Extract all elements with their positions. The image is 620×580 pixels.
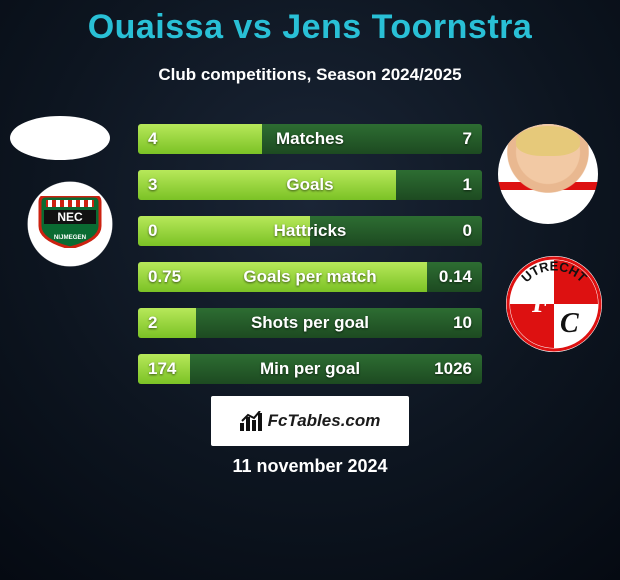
stat-row: Min per goal 174 1026 (138, 354, 482, 384)
stat-value-left: 0.75 (148, 267, 181, 287)
subtitle: Club competitions, Season 2024/2025 (0, 65, 620, 85)
stats-bars: Matches 4 7 Goals 3 1 Hattricks 0 0 Goals per mat… (138, 124, 482, 400)
stat-value-right: 0 (463, 221, 472, 241)
stat-value-right: 7 (463, 129, 472, 149)
stat-value-right: 1026 (434, 359, 472, 379)
fctables-label: FcTables.com (268, 411, 381, 431)
stat-value-left: 4 (148, 129, 157, 149)
club-left-badge: NEC NIJMEGEN (22, 176, 118, 272)
page-title: Ouaissa vs Jens Toornstra (0, 0, 620, 47)
stat-value-right: 0.14 (439, 267, 472, 287)
stat-value-left: 2 (148, 313, 157, 333)
stat-bar-left (138, 308, 196, 338)
stat-row: Hattricks 0 0 (138, 216, 482, 246)
club-right-badge: UTRECHT F C (506, 256, 602, 352)
stat-label: Hattricks (274, 221, 347, 241)
stat-label: Shots per goal (251, 313, 369, 333)
stat-row: Matches 4 7 (138, 124, 482, 154)
fctables-badge[interactable]: FcTables.com (211, 396, 409, 446)
date-text: 11 november 2024 (0, 456, 620, 477)
stat-row: Shots per goal 2 10 (138, 308, 482, 338)
stat-label: Matches (276, 129, 344, 149)
svg-text:NIJMEGEN: NIJMEGEN (54, 234, 87, 241)
stat-label: Goals (286, 175, 333, 195)
stat-label: Goals per match (243, 267, 376, 287)
player-right-photo (498, 124, 598, 224)
svg-text:F: F (531, 288, 551, 319)
stat-value-left: 0 (148, 221, 157, 241)
stat-row: Goals 3 1 (138, 170, 482, 200)
stat-value-left: 3 (148, 175, 157, 195)
stat-row: Goals per match 0.75 0.14 (138, 262, 482, 292)
stat-bar-left (138, 170, 396, 200)
svg-text:NEC: NEC (57, 210, 83, 224)
svg-text:C: C (560, 308, 579, 339)
stat-value-left: 174 (148, 359, 176, 379)
player-left-photo (10, 116, 110, 160)
fctables-icon (240, 411, 262, 431)
stat-value-right: 1 (463, 175, 472, 195)
stat-label: Min per goal (260, 359, 360, 379)
stat-value-right: 10 (453, 313, 472, 333)
